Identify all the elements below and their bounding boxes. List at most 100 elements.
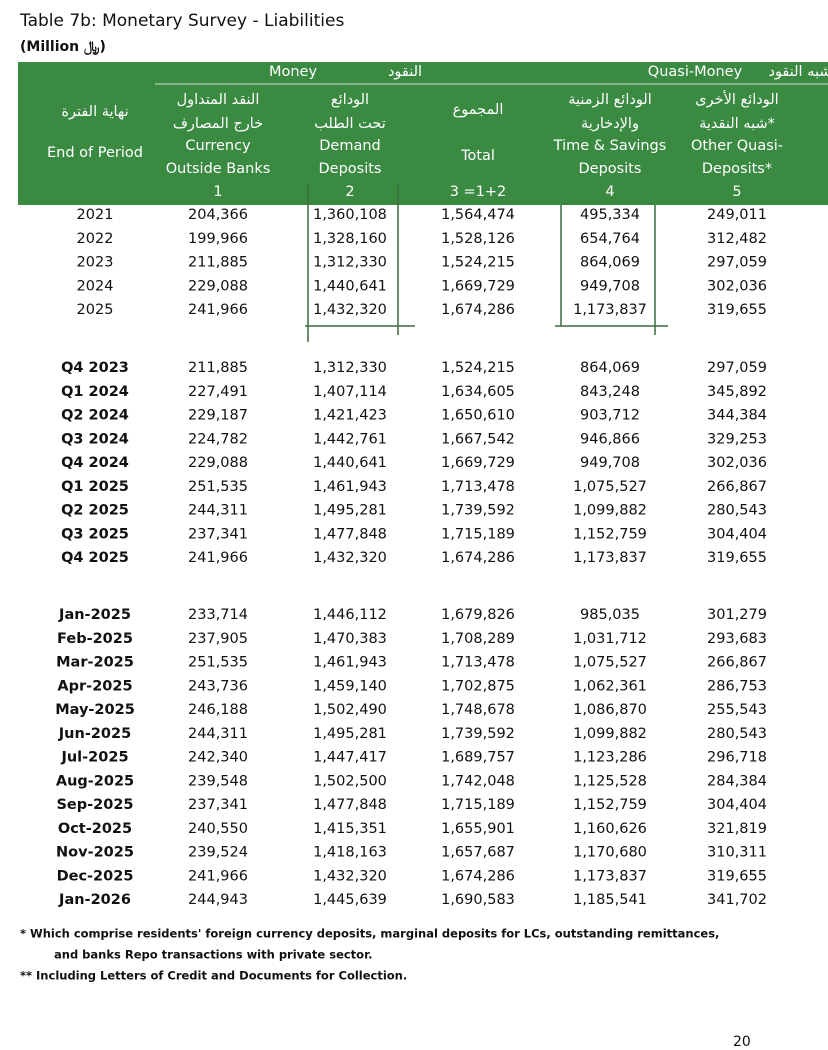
cell: 241,966 <box>188 550 248 566</box>
col-en: Time & Savings <box>553 138 667 154</box>
cell: 1,445,639 <box>313 892 387 908</box>
cell: 1,075,527 <box>573 479 647 495</box>
cell: 1,524,215 <box>441 255 515 271</box>
period: Mar-2025 <box>56 655 134 671</box>
cell: 1,173,837 <box>573 550 647 566</box>
col-ar: النقد المتداول <box>177 92 260 108</box>
col-ar: شبه النقدية* <box>699 116 775 132</box>
cell: 1,152,759 <box>573 797 647 813</box>
cell: 286,753 <box>707 678 767 694</box>
col-en: Other Quasi- <box>691 138 783 154</box>
cell: 240,550 <box>188 821 248 837</box>
cell: 296,718 <box>707 750 767 766</box>
period: Jul-2025 <box>60 750 128 766</box>
cell: 1,440,641 <box>313 278 387 294</box>
period: Q3 2024 <box>61 431 129 447</box>
col-en: End of Period <box>47 145 143 161</box>
col-num: 1 <box>213 184 222 200</box>
cell: 237,341 <box>188 797 248 813</box>
period: Jun-2025 <box>58 726 131 742</box>
cell: 1,713,478 <box>441 655 515 671</box>
cell: 1,075,527 <box>573 655 647 671</box>
period: Jan-2026 <box>58 892 131 908</box>
cell: 211,885 <box>188 360 248 376</box>
period: 2021 <box>77 207 114 223</box>
cell: 1,495,281 <box>313 726 387 742</box>
col-en: Currency <box>185 138 251 154</box>
header: Money النقود Quasi-Money شبه النقود نهاية ال… <box>47 64 828 200</box>
cell: 1,062,361 <box>573 678 647 694</box>
cell: 1,461,943 <box>313 479 387 495</box>
period: Dec-2025 <box>57 868 134 884</box>
cell: 1,360,108 <box>313 207 387 223</box>
cell: 654,764 <box>580 231 640 247</box>
period: 2022 <box>77 231 114 247</box>
cell: 229,088 <box>188 278 248 294</box>
cell: 903,712 <box>580 408 640 424</box>
cell: 864,069 <box>580 360 640 376</box>
period: 2023 <box>77 255 114 271</box>
col-en: Deposits <box>319 161 382 177</box>
cell: 280,543 <box>707 726 767 742</box>
cell: 1,674,286 <box>441 302 515 318</box>
cell: 1,432,320 <box>313 302 387 318</box>
title: Table 7b: Monetary Survey - Liabilities <box>19 11 344 31</box>
cell: 1,152,759 <box>573 526 647 542</box>
cell: 241,966 <box>188 868 248 884</box>
col-ar: المجموع <box>453 102 504 118</box>
cell: 239,548 <box>188 773 248 789</box>
cell: 224,782 <box>188 431 248 447</box>
cell: 312,482 <box>707 231 767 247</box>
cell: 495,334 <box>580 207 640 223</box>
cell: 1,328,160 <box>313 231 387 247</box>
cell: 1,086,870 <box>573 702 647 718</box>
cell: 241,966 <box>188 302 248 318</box>
cell: 1,650,610 <box>441 408 515 424</box>
cell: 1,407,114 <box>313 384 387 400</box>
period: 2024 <box>77 278 114 294</box>
subtitle: (Million ﷼) <box>20 39 106 55</box>
col-ar: الودائع الأخرى <box>695 90 778 108</box>
cell: 1,415,351 <box>313 821 387 837</box>
cell: 251,535 <box>188 479 248 495</box>
cell: 211,885 <box>188 255 248 271</box>
col-num: 3 =1+2 <box>450 184 507 200</box>
group-en: Quasi-Money <box>648 64 743 80</box>
cell: 204,366 <box>188 207 248 223</box>
cell: 1,421,423 <box>313 408 387 424</box>
header-band <box>18 62 828 205</box>
col-ar: نهاية الفترة <box>61 104 128 120</box>
cell: 321,819 <box>707 821 767 837</box>
cell: 293,683 <box>707 631 767 647</box>
cell: 1,667,542 <box>441 431 515 447</box>
cell: 1,748,678 <box>441 702 515 718</box>
cell: 302,036 <box>707 455 767 471</box>
footnote: and banks Repo transactions with private… <box>54 948 372 962</box>
cell: 1,502,500 <box>313 773 387 789</box>
cell: 1,418,163 <box>313 845 387 861</box>
period: Q2 2024 <box>61 408 129 424</box>
cell: 1,470,383 <box>313 631 387 647</box>
annual-box <box>305 185 668 342</box>
cell: 1,173,837 <box>573 868 647 884</box>
page-number: 20 <box>733 1034 751 1050</box>
period: Feb-2025 <box>57 631 133 647</box>
cell: 249,011 <box>707 207 767 223</box>
period: Nov-2025 <box>56 845 134 861</box>
cell: 1,461,943 <box>313 655 387 671</box>
cell: 1,432,320 <box>313 868 387 884</box>
col-en: Outside Banks <box>166 161 271 177</box>
cell: 329,253 <box>707 431 767 447</box>
cell: 344,384 <box>707 408 767 424</box>
cell: 1,739,592 <box>441 503 515 519</box>
cell: 1,432,320 <box>313 550 387 566</box>
footnote: * Which comprise residents' foreign curr… <box>20 927 719 941</box>
col-ar: تحت الطلب <box>314 116 386 132</box>
period: Q4 2024 <box>61 455 129 471</box>
period: Jan-2025 <box>58 607 131 623</box>
group-ar: شبه النقود <box>768 64 828 80</box>
cell: 1,495,281 <box>313 503 387 519</box>
group-ar: النقود <box>388 64 422 80</box>
cell: 237,341 <box>188 526 248 542</box>
cell: 843,248 <box>580 384 640 400</box>
